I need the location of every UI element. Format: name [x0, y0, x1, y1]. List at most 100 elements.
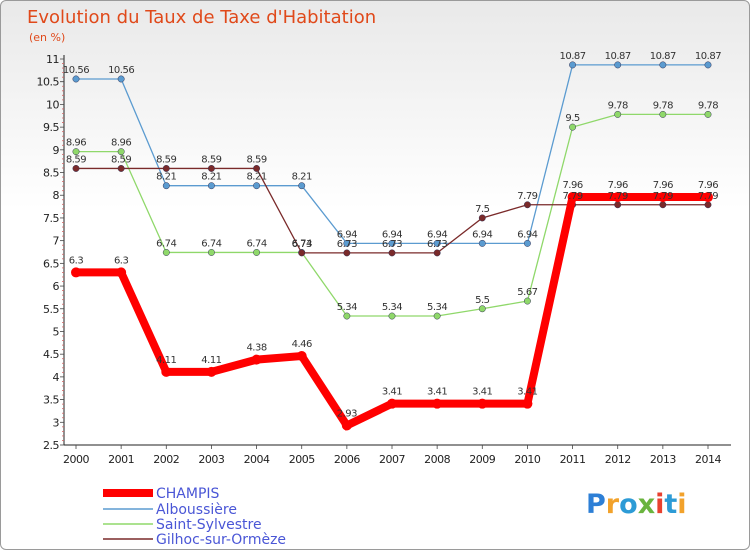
data-label: 8.21	[292, 172, 312, 183]
data-label: 6.74	[292, 238, 312, 249]
series-point-1	[253, 182, 261, 190]
data-label: 8.21	[246, 172, 266, 183]
data-label: 3.41	[472, 387, 492, 398]
series-point-3	[704, 201, 712, 209]
series-point-3	[72, 164, 80, 172]
logo-letter: r	[605, 489, 620, 520]
series-point-3	[523, 201, 531, 209]
series-point-1	[523, 239, 531, 247]
legend-label: Gilhoc-sur-Ormèze	[156, 532, 286, 548]
data-label: 7.96	[608, 180, 628, 191]
data-label: 6.3	[69, 255, 84, 266]
data-label: 4.38	[246, 343, 266, 354]
logo-letter: i	[655, 489, 665, 520]
series-point-1	[207, 182, 215, 190]
logo-letter: i	[677, 489, 687, 520]
series-point-2	[704, 110, 712, 118]
y-tick-label: 3.5	[43, 394, 59, 407]
data-label: 2.93	[337, 408, 357, 419]
data-label: 7.79	[517, 191, 537, 202]
data-label: 9.5	[565, 113, 580, 124]
series-point-2	[569, 123, 577, 131]
data-label: 7.79	[608, 191, 628, 202]
series-point-2	[253, 249, 261, 256]
series-point-0	[657, 192, 668, 203]
data-label: 7.5	[475, 204, 490, 215]
series-point-3	[253, 164, 261, 172]
data-label: 5.5	[475, 295, 490, 306]
data-label: 8.21	[201, 172, 221, 183]
series-point-3	[388, 249, 396, 257]
x-tick-label: 2014	[695, 453, 721, 466]
series-point-2	[343, 312, 351, 320]
series-point-2	[207, 249, 215, 256]
series-point-2	[117, 148, 125, 156]
series-point-3	[117, 164, 125, 172]
data-label: 10.87	[695, 51, 721, 62]
data-label: 8.59	[111, 154, 131, 165]
series-point-0	[387, 398, 397, 409]
y-tick-label: 5.5	[43, 303, 59, 316]
x-tick-label: 2011	[560, 453, 586, 466]
y-tick-label: 4	[53, 371, 60, 384]
y-tick-label: 2.5	[43, 439, 59, 452]
logo-letter: o	[619, 489, 638, 520]
series-point-1	[569, 61, 577, 69]
data-label: 7.79	[562, 191, 582, 202]
data-label: 3.41	[517, 387, 537, 398]
y-tick-label: 10.5	[37, 76, 60, 89]
series-point-0	[206, 366, 217, 377]
series-point-3	[659, 201, 667, 209]
series-point-1	[162, 182, 170, 190]
y-tick-label: 7	[53, 235, 60, 248]
data-label: 9.78	[608, 100, 628, 111]
data-label: 8.59	[201, 154, 221, 165]
data-label: 8.21	[156, 172, 176, 183]
series-point-1	[433, 239, 441, 247]
data-label: 10.87	[650, 51, 676, 62]
series-point-3	[343, 249, 351, 257]
x-tick-label: 2007	[379, 453, 405, 466]
series-point-2	[659, 110, 667, 118]
series-point-0	[703, 192, 713, 203]
data-label: 8.59	[156, 154, 176, 165]
data-label: 6.74	[156, 238, 176, 249]
legend-label: Saint-Sylvestre	[156, 517, 262, 533]
data-label: 7.79	[653, 191, 673, 202]
data-label: 6.94	[337, 229, 357, 240]
logo-letter: t	[664, 489, 678, 520]
data-label: 8.96	[111, 138, 131, 149]
data-label: 6.3	[114, 255, 129, 266]
series-point-1	[388, 239, 396, 247]
y-tick-label: 4.5	[43, 348, 59, 361]
series-point-0	[567, 192, 578, 203]
series-point-2	[72, 148, 80, 156]
data-label: 5.34	[337, 302, 357, 313]
data-label: 7.96	[698, 180, 718, 191]
data-label: 4.11	[156, 355, 176, 366]
series-point-1	[343, 239, 351, 247]
series-point-0	[432, 398, 443, 409]
unit-label: (en %)	[29, 31, 66, 44]
data-label: 6.74	[201, 238, 221, 249]
series-line-2	[76, 113, 708, 317]
series-point-3	[478, 214, 486, 222]
series-point-2	[614, 110, 622, 118]
y-tick-label: 8.5	[43, 167, 59, 180]
y-tick-label: 11	[46, 53, 59, 66]
x-tick-label: 2003	[198, 453, 224, 466]
data-label: 6.73	[292, 239, 312, 250]
data-label: 6.73	[382, 239, 402, 250]
legend-label: Alboussière	[156, 502, 237, 518]
data-label: 9.78	[698, 100, 718, 111]
series-point-3	[614, 201, 622, 209]
series-point-2	[433, 312, 441, 320]
data-label: 6.94	[382, 229, 402, 240]
series-point-3	[433, 249, 441, 257]
legend-label: CHAMPIS	[156, 486, 220, 502]
series-point-0	[71, 267, 81, 278]
data-label: 7.96	[653, 180, 673, 191]
proxiti-logo: Proxiti	[586, 489, 687, 520]
data-label: 6.94	[517, 229, 537, 240]
